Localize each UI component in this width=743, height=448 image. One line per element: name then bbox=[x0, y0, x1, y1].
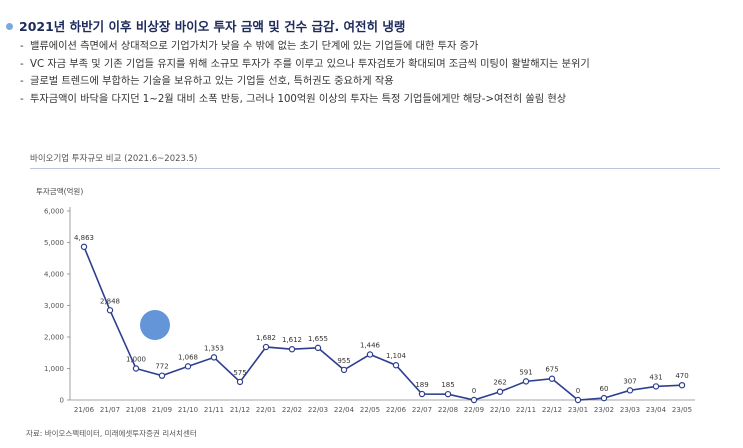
data-point bbox=[522, 378, 530, 385]
y-tick-label: 0 bbox=[60, 397, 64, 405]
data-label: 60 bbox=[600, 385, 609, 393]
bullet-item: - 밸류에이션 측면에서 상대적으로 기업가치가 낮을 수 밖에 없는 초기 단계… bbox=[20, 41, 479, 52]
source-note: 자료: 바이오스펙테이터, 미래에셋투자증권 리서치센터 bbox=[26, 429, 197, 438]
data-point bbox=[236, 378, 244, 386]
y-tick-label: 6,000 bbox=[44, 208, 64, 216]
data-point bbox=[418, 390, 426, 398]
bullet-item: - 글로벌 트렌드에 부합하는 기술을 보유하고 있는 기업들 선호, 특허권도 … bbox=[20, 76, 394, 87]
data-point bbox=[184, 363, 192, 370]
x-tick-label: 22/03 bbox=[308, 406, 328, 414]
y-tick-label: 2,000 bbox=[44, 334, 64, 342]
x-tick-label: 22/01 bbox=[256, 406, 276, 414]
y-tick-label: 5,000 bbox=[44, 239, 64, 247]
bullet-item: - 투자금액이 바닥을 다지던 1~2월 대비 소폭 반등, 그러나 100억원 … bbox=[20, 93, 567, 105]
chart-title-rule bbox=[30, 168, 720, 169]
data-point bbox=[626, 387, 634, 394]
headline-text: 2021년 하반기 이후 비상장 바이오 투자 금액 및 건수 급감. 여전히 … bbox=[19, 19, 406, 34]
x-tick-label: 22/06 bbox=[386, 406, 407, 414]
x-tick-label: 21/09 bbox=[152, 406, 172, 414]
data-label: 2,848 bbox=[100, 297, 120, 305]
data-point bbox=[444, 390, 452, 398]
data-label: 1,446 bbox=[360, 341, 381, 349]
bullet-dot-icon bbox=[6, 23, 13, 30]
data-point bbox=[340, 366, 348, 374]
data-label: 575 bbox=[233, 369, 246, 377]
data-point bbox=[158, 372, 166, 379]
data-point bbox=[470, 396, 478, 404]
data-point bbox=[132, 365, 140, 372]
data-label: 675 bbox=[545, 366, 558, 374]
bullet-item: - VC 자금 부족 및 기존 기업들 유지를 위해 소규모 투자가 주를 이루고… bbox=[20, 58, 590, 70]
data-label: 4,863 bbox=[74, 234, 94, 242]
x-tick-label: 21/10 bbox=[178, 406, 198, 414]
x-tick-label: 22/12 bbox=[542, 406, 562, 414]
y-tick-label: 1,000 bbox=[44, 365, 64, 373]
x-tick-label: 23/03 bbox=[620, 406, 640, 414]
x-tick-label: 21/07 bbox=[100, 406, 120, 414]
data-point bbox=[496, 388, 504, 395]
headline: 2021년 하반기 이후 비상장 바이오 투자 금액 및 건수 급감. 여전히 … bbox=[6, 16, 405, 35]
chart-title: 바이오기업 투자규모 비교 (2021.6~2023.5) bbox=[30, 154, 198, 164]
data-label: 189 bbox=[415, 381, 428, 389]
data-point bbox=[366, 351, 374, 358]
x-tick-label: 21/06 bbox=[74, 406, 95, 414]
y-tick-label: 4,000 bbox=[44, 271, 64, 279]
x-tick-label: 21/11 bbox=[204, 406, 224, 414]
x-tick-label: 22/11 bbox=[516, 406, 536, 414]
highlight-circle bbox=[140, 310, 170, 340]
x-tick-label: 22/08 bbox=[438, 406, 458, 414]
data-label: 262 bbox=[493, 379, 506, 387]
data-point bbox=[210, 354, 218, 361]
data-label: 955 bbox=[337, 357, 350, 365]
data-point bbox=[600, 394, 608, 402]
data-point bbox=[678, 381, 686, 389]
x-tick-label: 23/05 bbox=[672, 406, 692, 414]
x-tick-label: 23/01 bbox=[568, 406, 588, 414]
data-point bbox=[392, 362, 400, 369]
data-point bbox=[314, 344, 322, 352]
data-label: 470 bbox=[675, 372, 688, 380]
data-label: 0 bbox=[576, 387, 580, 395]
x-tick-label: 23/02 bbox=[594, 406, 614, 414]
data-point bbox=[548, 375, 556, 382]
data-label: 1,000 bbox=[126, 356, 146, 364]
x-tick-label: 21/08 bbox=[126, 406, 146, 414]
data-point bbox=[574, 396, 582, 404]
data-label: 0 bbox=[472, 387, 476, 395]
data-point bbox=[262, 343, 270, 351]
x-tick-label: 22/02 bbox=[282, 406, 302, 414]
x-tick-label: 22/05 bbox=[360, 406, 380, 414]
y-tick-label: 3,000 bbox=[44, 302, 64, 310]
data-point bbox=[80, 243, 88, 251]
y-axis-label: 투자금액(억원) bbox=[36, 186, 83, 196]
data-label: 772 bbox=[155, 363, 168, 371]
data-label: 307 bbox=[623, 377, 636, 385]
data-label: 1,612 bbox=[282, 336, 302, 344]
bullet-list: - 밸류에이션 측면에서 상대적으로 기업가치가 낮을 수 밖에 없는 초기 단계… bbox=[20, 38, 590, 108]
data-label: 1,682 bbox=[256, 334, 276, 342]
data-label: 185 bbox=[441, 381, 454, 389]
x-tick-label: 21/12 bbox=[230, 406, 250, 414]
data-point bbox=[652, 383, 660, 390]
data-label: 431 bbox=[649, 373, 662, 381]
x-tick-label: 22/07 bbox=[412, 406, 432, 414]
series-line bbox=[83, 246, 683, 401]
data-label: 1,068 bbox=[178, 353, 198, 361]
data-point bbox=[106, 307, 114, 314]
data-label: 1,353 bbox=[204, 344, 224, 352]
x-tick-label: 23/04 bbox=[646, 406, 667, 414]
x-tick-label: 22/04 bbox=[334, 406, 355, 414]
data-label: 1,655 bbox=[308, 335, 328, 343]
data-point bbox=[288, 346, 296, 353]
x-tick-label: 22/09 bbox=[464, 406, 484, 414]
x-tick-label: 22/10 bbox=[490, 406, 510, 414]
data-label: 591 bbox=[519, 368, 532, 376]
data-label: 1,104 bbox=[386, 352, 407, 360]
